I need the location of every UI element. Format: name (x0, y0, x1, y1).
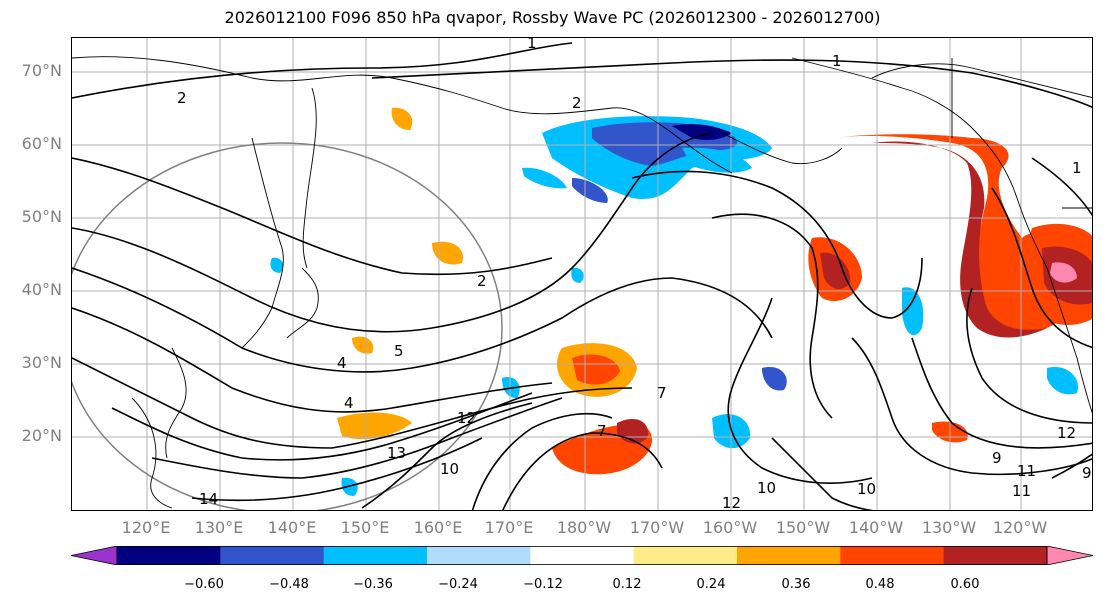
colorbar-tick-label: 0.48 (865, 577, 895, 592)
colorbar-segment (943, 546, 1048, 565)
colorbar-segment (427, 546, 531, 565)
lon-label-160e: 160°E (413, 518, 463, 537)
contour-label: 11 (1012, 482, 1031, 500)
lon-label-170w: 170°W (629, 518, 685, 537)
colorbar-tick-label: −0.24 (438, 577, 478, 592)
lat-label-70n: 70°N (21, 61, 62, 80)
lon-label-120e: 120°E (121, 518, 171, 537)
map-canvas: 1 1 1 2 2 2 4 4 5 7 10 12 13 14 9 11 10 … (72, 38, 1092, 511)
colorbar-tick-label: 0.12 (612, 577, 642, 592)
contour-label: 2 (177, 89, 187, 107)
colorbar-segment (323, 546, 428, 565)
contour-label: 13 (387, 444, 406, 462)
contour-label-group: 1 1 1 2 2 2 4 4 5 7 10 12 13 14 9 11 10 … (177, 38, 1092, 511)
colorbar-segment (840, 546, 945, 565)
colorbar (71, 546, 1093, 565)
lon-label-140e: 140°E (267, 518, 317, 537)
contour-label: 5 (394, 342, 404, 360)
lon-label-160w: 160°W (702, 518, 758, 537)
colorbar-segment (117, 546, 221, 565)
contour-label: 10 (757, 479, 776, 497)
contour-label: 12 (722, 494, 741, 511)
anomaly-shading (270, 107, 1092, 496)
contour-label: 4 (344, 394, 354, 412)
contour-label: 12 (457, 409, 476, 427)
contour-label: 7 (657, 384, 667, 402)
colorbar-segment (633, 546, 738, 565)
colorbar-segment (220, 546, 325, 565)
colorbar-extend-low (71, 546, 118, 565)
colorbar-tick-label: 0.24 (696, 577, 726, 592)
map-panel: 1 1 1 2 2 2 4 4 5 7 10 12 13 14 9 11 10 … (71, 37, 1093, 511)
lon-label-150e: 150°E (340, 518, 390, 537)
plot-title: 2026012100 F096 850 hPa qvapor, Rossby W… (224, 8, 881, 27)
contour-label: 1 (1072, 159, 1082, 177)
lon-label-120w: 120°W (992, 518, 1048, 537)
colorbar-segment (737, 546, 841, 565)
lat-label-20n: 20°N (21, 426, 62, 445)
contour-label: 12 (1057, 424, 1076, 442)
colorbar-tick-label: 0.60 (950, 577, 980, 592)
colorbar-tick-label: −0.12 (523, 577, 563, 592)
lat-label-50n: 50°N (21, 207, 62, 226)
colorbar-outline (116, 546, 1048, 565)
contour-label: 7 (597, 422, 607, 440)
colorbar-tick-label: −0.60 (184, 577, 224, 592)
lon-label-170e: 170°E (484, 518, 534, 537)
contour-label: 11 (1017, 462, 1036, 480)
contour-label: 9 (1082, 464, 1092, 482)
contour-lines (72, 42, 1092, 510)
lon-label-180w: 180°W (556, 518, 612, 537)
lon-label-140w: 140°W (848, 518, 904, 537)
lat-label-40n: 40°N (21, 280, 62, 299)
contour-label: 1 (832, 52, 842, 70)
colorbar-tick-label: −0.48 (269, 577, 309, 592)
colorbar-tick-label: 0.36 (781, 577, 811, 592)
lon-label-130e: 130°E (194, 518, 244, 537)
contour-label: 2 (477, 272, 487, 290)
colorbar-tick-label: −0.36 (353, 577, 393, 592)
contour-label: 14 (199, 490, 218, 508)
contour-label: 1 (527, 38, 537, 52)
contour-label: 9 (992, 449, 1002, 467)
coastlines (72, 56, 1092, 509)
contour-label: 2 (572, 94, 582, 112)
lon-label-130w: 130°W (921, 518, 977, 537)
contour-label: 10 (857, 480, 876, 498)
colorbar-segment (530, 546, 635, 565)
contour-label: 10 (440, 460, 459, 478)
lat-label-60n: 60°N (21, 134, 62, 153)
lon-label-150w: 150°W (775, 518, 831, 537)
lat-label-30n: 30°N (21, 353, 62, 372)
colorbar-extend-high (1046, 546, 1093, 565)
rossby-wave-circle (72, 142, 503, 510)
contour-label: 4 (337, 354, 347, 372)
